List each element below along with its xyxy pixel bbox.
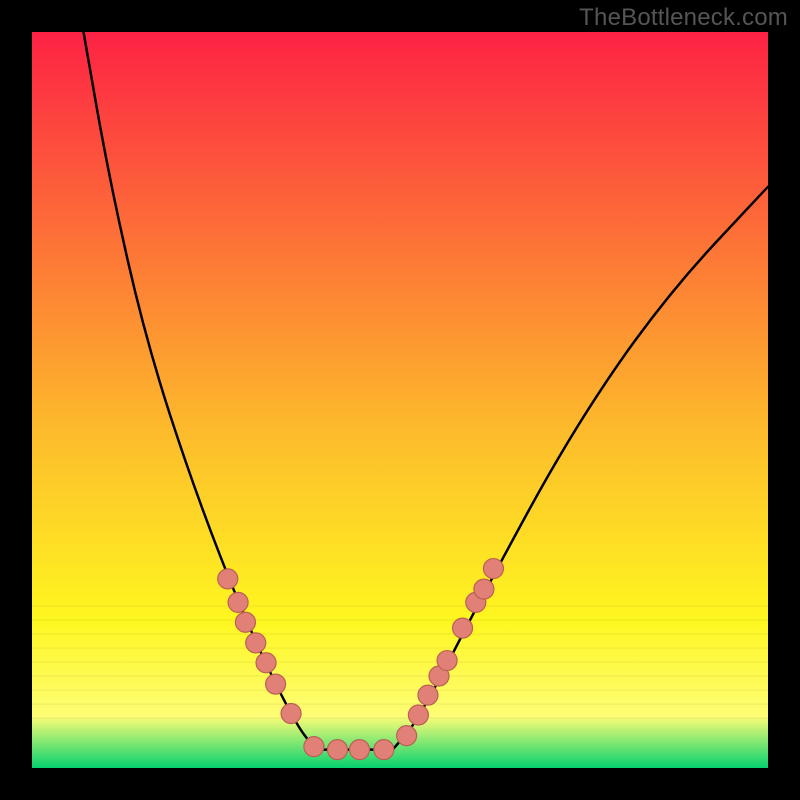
curve-marker bbox=[474, 579, 494, 599]
curve-marker bbox=[350, 740, 370, 760]
curve-marker bbox=[483, 559, 503, 579]
curve-marker bbox=[266, 674, 286, 694]
curve-marker bbox=[408, 705, 428, 725]
chart-stage: TheBottleneck.com bbox=[0, 0, 800, 800]
curve-marker bbox=[246, 633, 266, 653]
curve-marker bbox=[374, 740, 394, 760]
plot-area bbox=[32, 32, 768, 768]
curve-marker bbox=[235, 612, 255, 632]
curve-marker bbox=[418, 685, 438, 705]
watermark-text: TheBottleneck.com bbox=[579, 4, 788, 32]
bottleneck-curve-chart bbox=[0, 0, 800, 800]
curve-marker bbox=[453, 618, 473, 638]
curve-marker bbox=[218, 569, 238, 589]
curve-marker bbox=[304, 737, 324, 757]
curve-marker bbox=[228, 592, 248, 612]
curve-marker bbox=[437, 651, 457, 671]
curve-marker bbox=[281, 704, 301, 724]
curve-marker bbox=[256, 653, 276, 673]
curve-marker bbox=[327, 740, 347, 760]
curve-marker bbox=[397, 726, 417, 746]
